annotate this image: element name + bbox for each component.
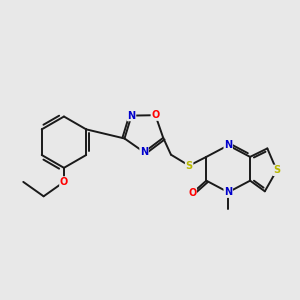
Text: O: O: [188, 188, 196, 198]
Text: O: O: [60, 177, 68, 187]
Text: N: N: [224, 140, 232, 150]
Text: N: N: [128, 111, 136, 121]
Text: S: S: [273, 165, 280, 175]
Text: O: O: [151, 110, 160, 120]
Text: N: N: [224, 187, 232, 197]
Text: S: S: [185, 160, 193, 171]
Text: N: N: [140, 147, 148, 157]
